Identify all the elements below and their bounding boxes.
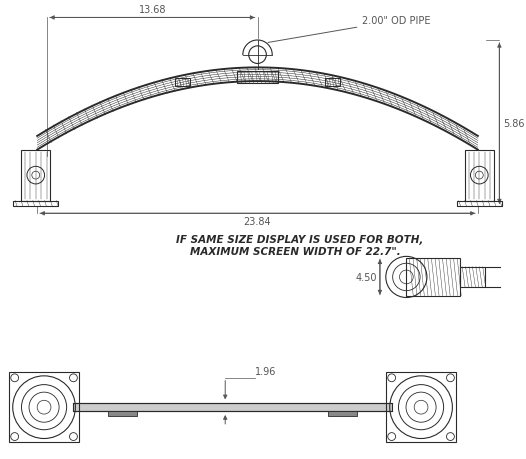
Bar: [407, 259, 460, 296]
Text: 1.96: 1.96: [255, 366, 276, 376]
Bar: [325, 79, 340, 87]
Bar: [21, 150, 50, 201]
Text: IF SAME SIZE DISPLAY IS USED FOR BOTH,: IF SAME SIZE DISPLAY IS USED FOR BOTH,: [176, 234, 423, 244]
Bar: [386, 372, 456, 442]
Text: MAXIMUM SCREEN WIDTH OF 22.7".: MAXIMUM SCREEN WIDTH OF 22.7".: [190, 246, 401, 256]
Bar: [9, 372, 79, 442]
Bar: [175, 79, 190, 87]
Bar: [237, 72, 278, 84]
Bar: [108, 411, 137, 416]
Text: 2.00" OD PIPE: 2.00" OD PIPE: [268, 17, 431, 43]
Bar: [74, 403, 392, 411]
Text: 23.84: 23.84: [244, 217, 271, 227]
Text: 13.68: 13.68: [138, 5, 166, 15]
Text: 5.86: 5.86: [503, 119, 525, 129]
Bar: [13, 201, 58, 207]
Bar: [328, 411, 357, 416]
Bar: [457, 201, 502, 207]
Bar: [464, 150, 494, 201]
Bar: [460, 267, 484, 287]
Text: 4.50: 4.50: [356, 272, 377, 282]
